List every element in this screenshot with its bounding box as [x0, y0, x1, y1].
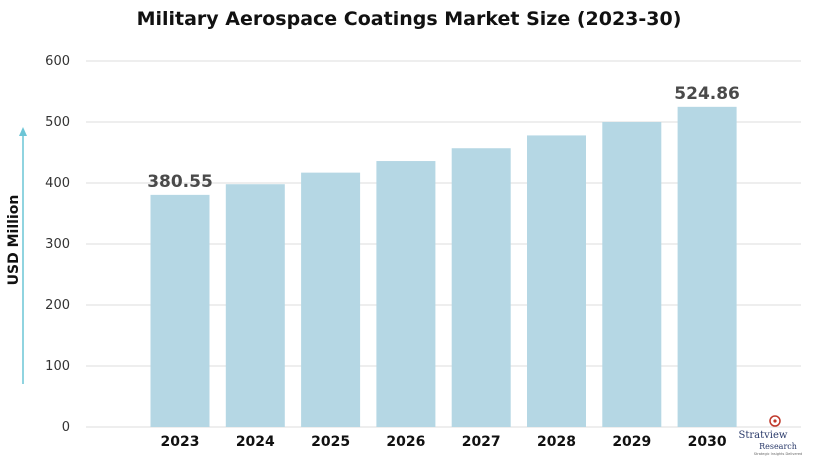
x-tick-label: 2026 — [386, 434, 425, 450]
y-axis-label: USD Million — [6, 195, 22, 286]
bar-2025 — [301, 172, 361, 427]
logo-tagline: Strategic Insights Delivered — [754, 452, 802, 456]
logo-mark-icon — [769, 415, 781, 427]
x-tick-label: 2030 — [688, 434, 727, 450]
y-tick-label: 200 — [45, 298, 70, 313]
chart-title: Military Aerospace Coatings Market Size … — [137, 8, 682, 30]
y-tick-label: 600 — [45, 54, 70, 69]
x-tick-label: 2023 — [161, 434, 200, 450]
x-tick-label: 2028 — [537, 434, 576, 450]
x-tick-label: 2024 — [236, 434, 275, 450]
y-axis-ticks: 0 100 200 300 400 500 600 — [45, 54, 70, 435]
data-label-2030: 524.86 — [674, 84, 740, 104]
y-tick-label: 100 — [45, 359, 70, 374]
logo-line2: Research — [759, 442, 797, 451]
bar-2023 — [150, 194, 210, 427]
y-axis-arrow — [19, 127, 27, 384]
bars — [150, 106, 737, 428]
bar-2024 — [225, 184, 285, 427]
bar-2026 — [376, 161, 436, 428]
bar-2027 — [451, 148, 511, 428]
y-tick-label: 300 — [45, 237, 70, 252]
x-tick-label: 2029 — [612, 434, 651, 450]
stratview-logo: Stratview Research Strategic Insights De… — [739, 415, 802, 456]
y-tick-label: 400 — [45, 176, 70, 191]
y-tick-label: 500 — [45, 115, 70, 130]
bar-2030 — [677, 106, 737, 428]
logo-line1: Stratview — [739, 430, 788, 441]
x-axis-ticks: 2023 2024 2025 2026 2027 2028 2029 2030 — [161, 434, 727, 450]
x-tick-label: 2025 — [311, 434, 350, 450]
x-tick-label: 2027 — [462, 434, 501, 450]
y-tick-label: 0 — [62, 420, 70, 435]
data-label-2023: 380.55 — [147, 172, 213, 192]
data-labels: 380.55 524.86 — [147, 84, 740, 192]
bar-2029 — [602, 122, 662, 427]
bar-2028 — [527, 135, 586, 428]
